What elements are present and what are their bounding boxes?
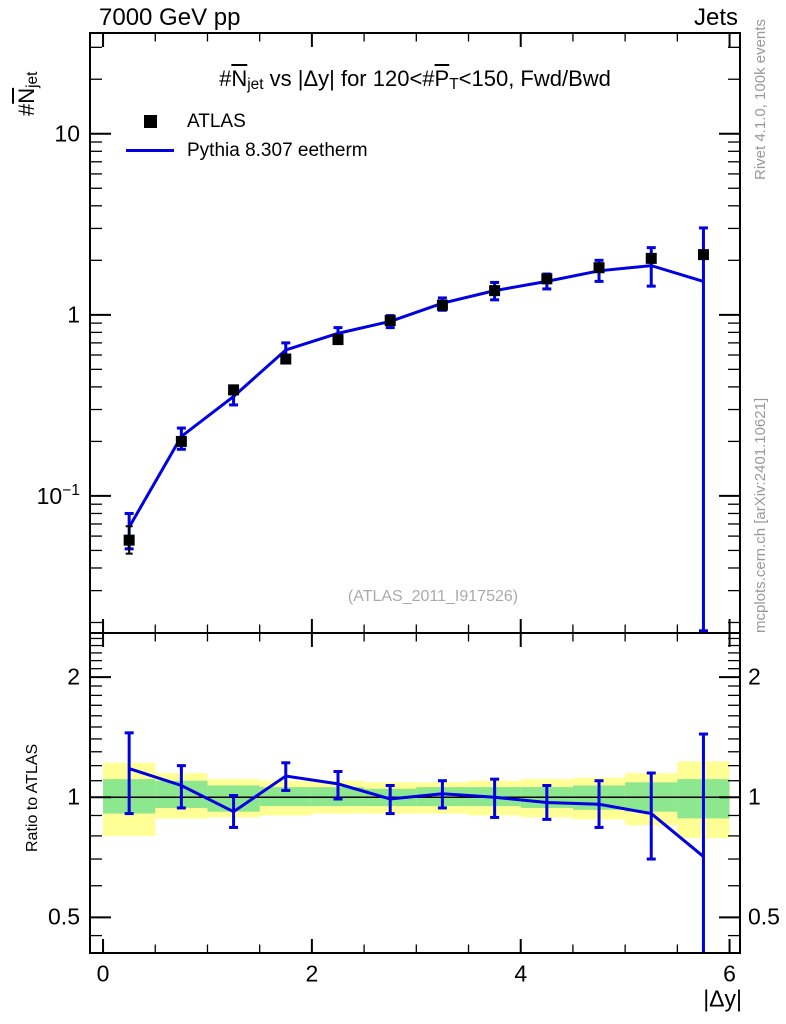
ratio-uncertainty-bands <box>103 761 730 839</box>
ratio-error-bars <box>124 731 708 953</box>
mc-error-bars-main <box>124 226 708 633</box>
x-tick-label: 6 <box>723 960 736 987</box>
panel-frames <box>89 32 741 954</box>
ylabel-letter: N <box>14 87 39 104</box>
title-pt-sub: T <box>449 76 459 94</box>
legend-label-mc: Pythia 8.307 eetherm <box>187 139 368 161</box>
x-axis-ticks <box>102 34 731 952</box>
mcplots-arxiv-note: mcplots.cern.ch [arXiv:2401.10621] <box>752 397 769 633</box>
title-observable: N <box>231 66 248 91</box>
legend-key-square <box>126 115 174 128</box>
ylabel-sub: jet <box>24 71 42 88</box>
legend-item-mc: Pythia 8.307 eetherm <box>126 136 368 165</box>
main-y-tick-label: 1 <box>67 301 80 328</box>
ratio-y-tick-label-left: 2 <box>67 663 80 690</box>
x-axis-label: |Δy| <box>703 985 742 1012</box>
x-tick-label: 0 <box>96 960 110 987</box>
title-observable-sub: jet <box>247 76 264 94</box>
beam-label: 7000 GeV pp <box>99 4 241 31</box>
ratio-line <box>128 767 705 858</box>
main-y-axis-label: #Njet <box>14 72 42 116</box>
data-error-bars-main <box>125 249 707 555</box>
ratio-y-axis-ticks <box>91 637 739 937</box>
analysis-id-watermark: (ATLAS_2011_I917526) <box>347 588 519 605</box>
title-hash: # <box>219 66 232 91</box>
rivet-version-note: Rivet 4.1.0, 100k events <box>752 19 769 180</box>
title-pt: P <box>434 66 450 91</box>
main-y-axis-ticks <box>91 46 739 624</box>
x-tick-label: 2 <box>305 960 319 987</box>
legend-key-line <box>126 149 174 152</box>
ratio-y-axis-label: Ratio to ATLAS <box>24 743 41 852</box>
legend-item-data: ATLAS <box>126 107 368 136</box>
legend-label-data: ATLAS <box>187 110 246 132</box>
ylabel-hash: # <box>14 103 39 116</box>
ratio-y-tick-label-right: 0.5 <box>748 903 780 930</box>
plot-title: #Njet vs |Δy| for 120<#PT<150, Fwd/Bwd <box>90 66 740 94</box>
legend: ATLAS Pythia 8.307 eetherm <box>126 107 368 165</box>
square-marker-icon <box>143 115 157 128</box>
line-marker-icon <box>126 149 174 152</box>
ratio-y-tick-label-left: 1 <box>67 783 80 810</box>
mc-line-main <box>127 264 704 528</box>
data-points-main <box>123 249 709 546</box>
main-y-tick-label: 10 <box>54 120 80 147</box>
ratio-y-tick-label-right: 1 <box>748 783 761 810</box>
ratio-y-tick-label-right: 2 <box>748 663 761 690</box>
analysis-group-label: Jets <box>693 4 738 31</box>
ratio-y-tick-label-left: 0.5 <box>48 903 80 930</box>
title-suffix: <150, Fwd/Bwd <box>458 66 611 91</box>
title-mid: vs |Δy| for 120<# <box>263 66 435 91</box>
x-tick-label: 4 <box>514 960 528 987</box>
main-y-tick-label: 10−1 <box>36 482 80 509</box>
